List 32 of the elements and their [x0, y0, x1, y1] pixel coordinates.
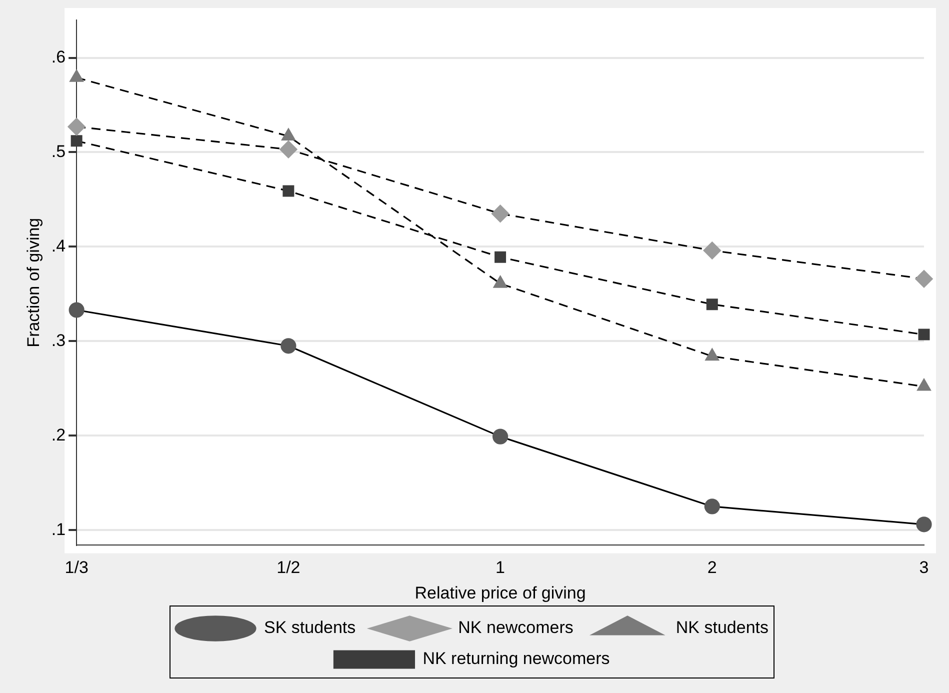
legend-label: SK students [264, 618, 356, 638]
point [703, 242, 721, 260]
point [704, 498, 720, 514]
point [70, 135, 82, 147]
y-tick-label: .6 [51, 47, 66, 66]
x-tick-label: 3 [919, 558, 929, 578]
point [494, 251, 506, 263]
point [706, 298, 718, 310]
x-tick-label: 2 [707, 558, 717, 578]
x-tick-label: 1/3 [64, 558, 88, 578]
point [915, 270, 933, 288]
point [68, 302, 84, 318]
y-tick-label: .5 [51, 142, 66, 161]
x-tick-label: 1 [496, 558, 506, 578]
point [918, 328, 930, 340]
legend-label: NK returning newcomers [422, 649, 610, 668]
y-tick-label: .2 [51, 425, 66, 444]
y-tick-label: .3 [51, 330, 66, 350]
point [282, 185, 294, 197]
y-tick-label: .4 [51, 236, 66, 256]
y-axis-title: Fraction of giving [24, 218, 43, 348]
point [280, 140, 298, 158]
point [68, 118, 86, 136]
point [280, 338, 296, 354]
point [491, 204, 510, 222]
point [916, 516, 932, 532]
legend-label: NK students [676, 618, 769, 638]
x-tick-label: 1/2 [276, 558, 300, 578]
point [492, 428, 508, 444]
y-tick-label: .1 [51, 520, 66, 539]
legend-label: NK newcomers [458, 618, 574, 638]
x-axis-title: Relative price of giving [414, 583, 586, 602]
